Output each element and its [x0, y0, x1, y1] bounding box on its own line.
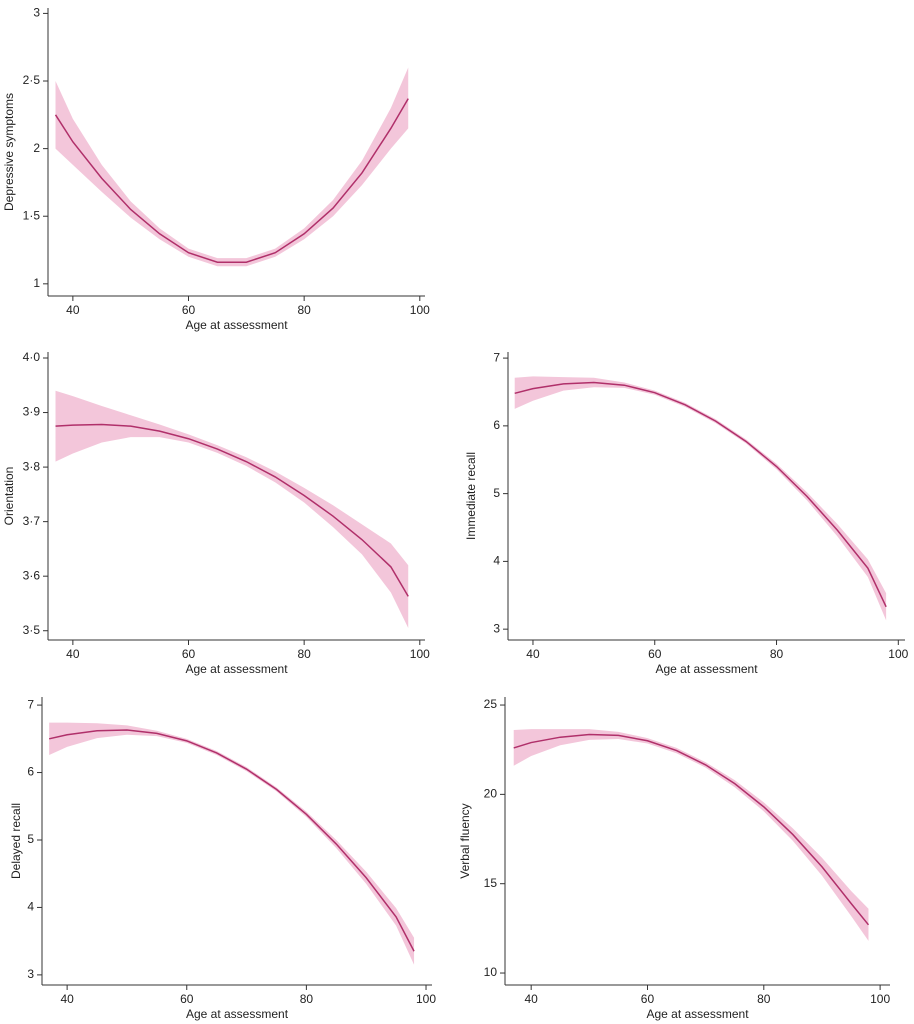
- y-tick-label: 3·6: [23, 568, 41, 582]
- y-tick-label: 3·5: [23, 623, 41, 637]
- x-axis-title: Age at assessment: [646, 1007, 749, 1021]
- x-tick-label: 60: [641, 992, 655, 1006]
- y-tick-label: 4: [493, 554, 500, 568]
- confidence-band: [49, 722, 415, 965]
- x-tick-label: 40: [66, 647, 80, 661]
- x-tick-label: 40: [60, 992, 74, 1006]
- x-tick-label: 80: [757, 992, 771, 1006]
- y-tick-label: 4: [27, 900, 34, 914]
- y-tick-label: 6: [493, 418, 500, 432]
- x-tick-label: 60: [182, 303, 196, 317]
- x-tick-label: 100: [416, 992, 436, 1006]
- y-axis-title: Depressive symptoms: [2, 93, 16, 211]
- y-axis-title: Delayed recall: [9, 803, 23, 879]
- x-axis-title: Age at assessment: [185, 318, 288, 332]
- fit-line: [54, 98, 409, 263]
- fit-line: [55, 423, 409, 597]
- x-tick-label: 100: [410, 647, 430, 661]
- y-tick-label: 20: [484, 787, 498, 801]
- x-tick-label: 60: [182, 647, 196, 661]
- y-axis-title: Orientation: [2, 467, 16, 526]
- x-tick-label: 80: [770, 647, 784, 661]
- y-tick-label: 3: [27, 967, 34, 981]
- x-axis-title: Age at assessment: [655, 662, 758, 676]
- confidence-band: [55, 67, 409, 267]
- confidence-band: [55, 390, 409, 628]
- confidence-band: [514, 376, 887, 621]
- y-tick-label: 7: [493, 350, 500, 364]
- x-tick-label: 100: [888, 647, 908, 661]
- y-tick-label: 5: [493, 486, 500, 500]
- y-axis-title: Immediate recall: [464, 452, 478, 540]
- y-tick-label: 3·7: [23, 514, 41, 528]
- y-tick-label: 2·5: [23, 73, 41, 87]
- x-tick-label: 40: [526, 647, 540, 661]
- x-tick-label: 60: [180, 992, 194, 1006]
- y-tick-label: 2: [33, 141, 40, 155]
- y-tick-label: 10: [484, 965, 498, 979]
- x-tick-label: 40: [524, 992, 538, 1006]
- y-tick-label: 25: [484, 697, 498, 711]
- x-axis-title: Age at assessment: [186, 1007, 289, 1021]
- fit-line: [49, 729, 415, 952]
- y-tick-label: 1·5: [23, 208, 41, 222]
- fit-line: [513, 733, 870, 926]
- y-tick-label: 6: [27, 765, 34, 779]
- x-tick-label: 100: [410, 303, 430, 317]
- x-tick-label: 80: [297, 303, 311, 317]
- confidence-band: [513, 729, 869, 941]
- y-tick-label: 4·0: [23, 350, 41, 364]
- x-axis-title: Age at assessment: [185, 662, 288, 676]
- x-tick-label: 60: [648, 647, 662, 661]
- y-tick-label: 15: [484, 876, 498, 890]
- x-tick-label: 40: [66, 303, 80, 317]
- y-tick-label: 3·9: [23, 405, 41, 419]
- y-tick-label: 5: [27, 832, 34, 846]
- y-tick-label: 1: [33, 276, 40, 290]
- y-tick-label: 7: [27, 697, 34, 711]
- y-tick-label: 3: [33, 6, 40, 20]
- y-axis-title: Verbal fluency: [458, 803, 472, 878]
- x-tick-label: 100: [870, 992, 890, 1006]
- fit-line: [514, 381, 887, 608]
- y-tick-label: 3: [493, 621, 500, 635]
- x-tick-label: 80: [297, 647, 311, 661]
- x-tick-label: 80: [300, 992, 314, 1006]
- y-tick-label: 3·8: [23, 459, 41, 473]
